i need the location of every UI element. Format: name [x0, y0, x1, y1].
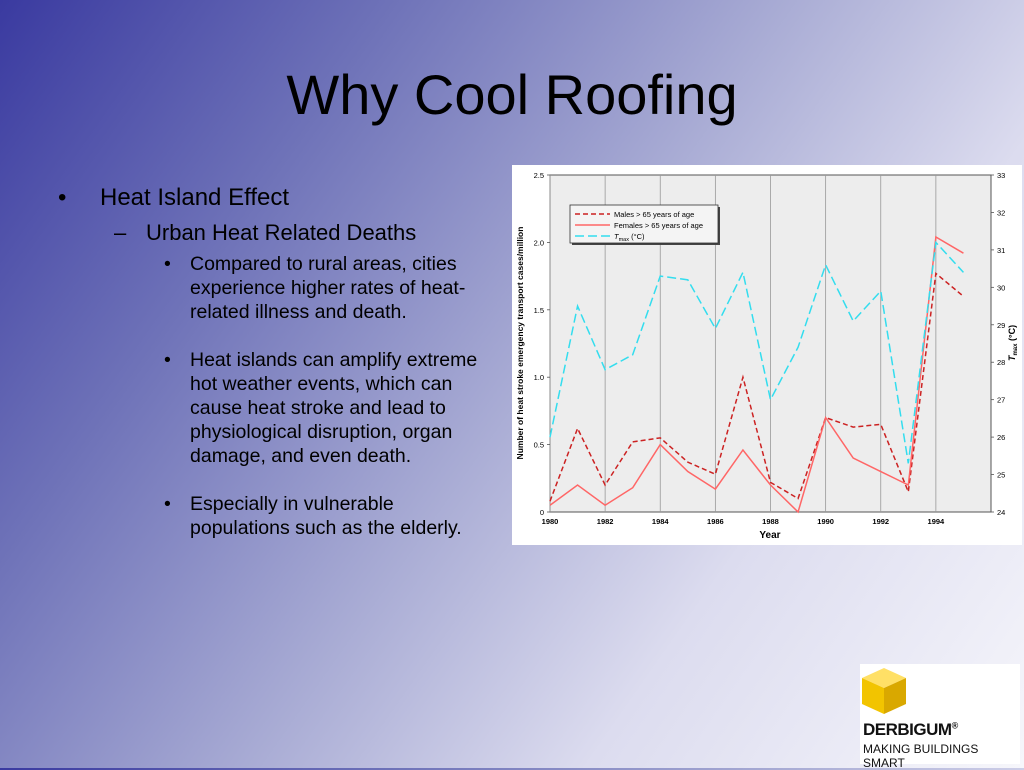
cube-left-face: [862, 678, 884, 714]
y-axis-right-label: Tmax (°C): [1007, 325, 1019, 361]
heat-stroke-chart: 1980 1982 1984 1986 1988 1990 1992 1994 0 0.5 1.0 1…: [512, 165, 1022, 545]
sub-bullet: • Especially in vulnerable populations s…: [164, 492, 498, 540]
x-tick-label: 1990: [817, 517, 834, 526]
y-tick-label: 0.5: [534, 441, 544, 450]
bullet-marker: •: [164, 253, 171, 275]
x-tick-label: 1986: [707, 517, 724, 526]
y-tick-label: 0: [540, 508, 544, 517]
cube-icon: [862, 668, 906, 714]
slide-title: Why Cool Roofing: [286, 63, 738, 126]
registered-mark: ®: [951, 720, 959, 731]
tagline: MAKING BUILDINGS SMART: [863, 742, 979, 770]
bullet-level2: – Urban Heat Related Deaths: [114, 220, 498, 246]
derbigum-logo: DERBIGUM® MAKING BUILDINGS SMART: [860, 664, 1020, 770]
sub-bullet-list: • Compared to rural areas, cities experi…: [164, 252, 498, 540]
legend-label-main: T: [614, 232, 620, 241]
y-right-tick-label: 26: [997, 433, 1005, 442]
y-axis-right-label-unit: (°C): [1007, 325, 1017, 344]
x-tick-label: 1992: [872, 517, 889, 526]
y-right-tick-label: 31: [997, 246, 1005, 255]
sub-bullet-text: Heat islands can amplify extreme hot wea…: [190, 349, 478, 467]
x-tick-label: 1982: [597, 517, 614, 526]
brand-text: DERBIGUM: [863, 720, 952, 739]
y-axis-right-label-main: T: [1007, 354, 1017, 361]
legend-label-2: Tmax (°C): [614, 232, 645, 243]
y-tick-label: 2.5: [534, 171, 544, 180]
sub-bullet: • Compared to rural areas, cities experi…: [164, 252, 498, 324]
sub-bullet-text: Compared to rural areas, cities experien…: [190, 253, 466, 323]
sub-bullet: • Heat islands can amplify extreme hot w…: [164, 348, 498, 468]
y-tick-label: 1.0: [534, 373, 544, 382]
y-right-tick-label: 25: [997, 471, 1005, 480]
y-axis-label: Number of heat stroke emergency transpor…: [515, 227, 525, 460]
y-right-tick-label: 32: [997, 208, 1005, 217]
y-right-tick-label: 33: [997, 171, 1005, 180]
bullet-marker: •: [58, 184, 67, 211]
x-tick-label: 1988: [762, 517, 779, 526]
series-line-0: [549, 271, 964, 502]
y-right-tick-label: 24: [997, 508, 1005, 517]
y-tick-label: 2.0: [534, 238, 544, 247]
x-axis-label: Year: [759, 530, 780, 541]
brand-name: DERBIGUM®: [863, 720, 958, 740]
bullet-list: • Heat Island Effect – Urban Heat Relate…: [58, 184, 498, 564]
series-line-2: [549, 240, 964, 464]
dash-marker: –: [114, 220, 127, 245]
legend-label-0: Males > 65 years of age: [614, 210, 694, 219]
bullet-level1: • Heat Island Effect: [58, 184, 498, 212]
cube-right-face: [884, 678, 906, 714]
y-right-tick-label: 30: [997, 283, 1005, 292]
y-tick-label: 1.5: [534, 306, 544, 315]
legend-label-sub: max: [619, 237, 630, 243]
x-tick-label: 1980: [542, 517, 559, 526]
bullet-marker: •: [164, 493, 171, 515]
bullet-text: Urban Heat Related Deaths: [146, 220, 417, 245]
y-right-tick-label: 28: [997, 358, 1005, 367]
bullet-text: Heat Island Effect: [100, 184, 289, 211]
y-right-tick-label: 27: [997, 396, 1005, 405]
x-tick-label: 1994: [928, 517, 946, 526]
series-line-1: [549, 235, 964, 514]
sub-bullet-text: Especially in vulnerable populations suc…: [190, 493, 462, 539]
y-right-tick-label: 29: [997, 321, 1005, 330]
legend-label-1: Females > 65 years of age: [614, 221, 703, 230]
x-tick-label: 1984: [652, 517, 670, 526]
legend-label-unit: (°C): [629, 232, 645, 241]
bullet-marker: •: [164, 349, 171, 371]
y-axis-right-label-sub: max: [1013, 343, 1019, 356]
